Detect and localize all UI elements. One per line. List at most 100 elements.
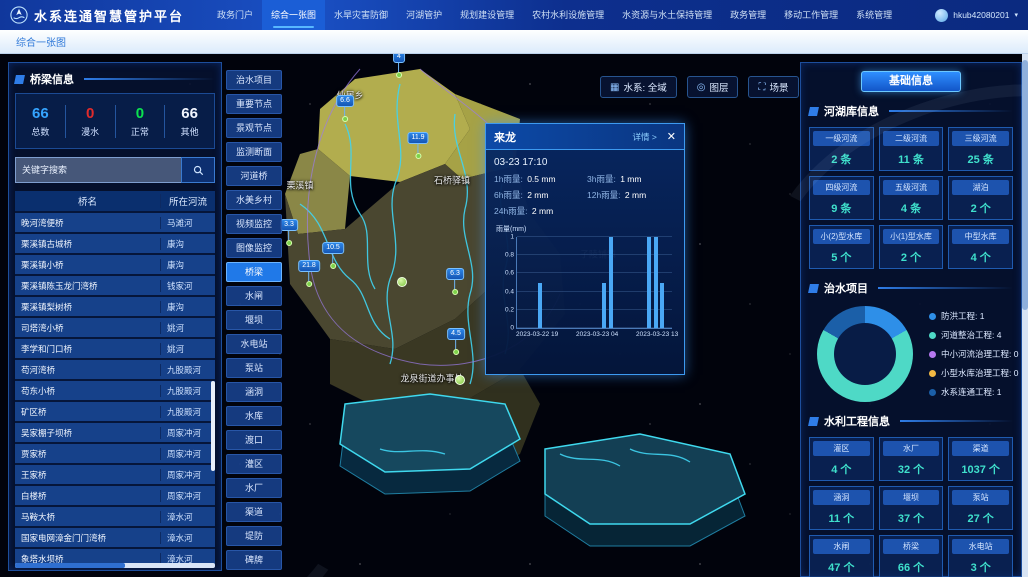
bridge-name-cell: 白楼桥 xyxy=(15,489,161,502)
stat-card-label: 二级河流 xyxy=(882,131,940,146)
layer-menu-item[interactable]: 水电站 xyxy=(226,334,282,354)
layer-menu-item[interactable]: 视频监控 xyxy=(226,214,282,234)
table-row[interactable]: 栗溪镇古城桥 康沟 xyxy=(15,234,215,255)
stat-card-value: 25 条 xyxy=(967,154,994,166)
bridge-river-cell: 康沟 xyxy=(167,301,185,312)
nav-menu-item[interactable]: 水资源与水土保持管理 xyxy=(622,10,713,20)
layer-menu-item[interactable]: 监测断面 xyxy=(226,142,282,162)
map-canvas[interactable]: 仙居乡 石桥驿镇 栗溪镇 子陵铺镇 龙泉街道办事处 4 6.6 xyxy=(0,35,1028,577)
bridge-river-cell: 康沟 xyxy=(167,238,185,249)
map-control-button[interactable]: ◎ 图层 xyxy=(686,76,739,98)
layer-menu-item[interactable]: 水闸 xyxy=(226,286,282,306)
water-level-marker[interactable]: 4 xyxy=(393,51,405,78)
rainfall-metrics: 1h雨量: 0.5 mm 3h雨量: 1 mm 6h雨量: 2 mm xyxy=(494,173,676,217)
nav-menu-item[interactable]: 水旱灾害防御 xyxy=(334,10,389,20)
legend-label: 小型水库治理工程: 0 xyxy=(941,368,1019,378)
layer-menu-item[interactable]: 图像监控 xyxy=(226,238,282,258)
bridge-table-header: 桥名 所在河流 xyxy=(15,191,215,213)
table-row[interactable]: 王家桥 周家冲河 xyxy=(15,465,215,486)
layer-menu-item[interactable]: 水库 xyxy=(226,406,282,426)
stat-label: 正常 xyxy=(130,126,149,137)
bridge-name-cell: 矿区桥 xyxy=(15,405,161,418)
monitor-station-icon[interactable] xyxy=(455,375,465,385)
town-label: 石桥驿镇 xyxy=(433,175,471,186)
basic-info-panel: 基础信息 河湖库信息 一级河流 2 条 二 xyxy=(800,62,1022,577)
breadcrumb-bar: 综合一张图 xyxy=(0,30,1028,54)
page-scrollbar[interactable] xyxy=(1022,54,1028,577)
nav-menu-item[interactable]: 综合一张图 xyxy=(262,0,326,30)
map-control-button[interactable]: ▦ 水系: 全域 xyxy=(600,76,677,98)
layer-menu-item[interactable]: 渡口 xyxy=(226,430,282,450)
close-icon[interactable]: ✕ xyxy=(666,131,676,143)
popup-detail-link[interactable]: 详情 > xyxy=(632,131,657,142)
search-button[interactable] xyxy=(181,157,215,183)
nav-menu-item[interactable]: 政务门户 xyxy=(217,10,254,20)
layer-menu-item[interactable]: 碑牌 xyxy=(226,550,282,570)
stat-card: 小(1)型水库 2 个 xyxy=(878,225,944,269)
table-row[interactable]: 白楼桥 周家冲河 xyxy=(15,486,215,507)
popup-timestamp: 03-23 17:10 xyxy=(494,157,548,168)
layer-menu-item[interactable]: 河道桥 xyxy=(226,166,282,186)
table-row[interactable]: 贾家桥 周家冲河 xyxy=(15,444,215,465)
table-vertical-scrollbar[interactable] xyxy=(211,381,215,471)
table-row[interactable]: 国家电网漳金门门湾桥 漳水河 xyxy=(15,528,215,549)
table-row[interactable]: 栗溪镇小桥 康沟 xyxy=(15,255,215,276)
nav-menu-item[interactable]: 系统管理 xyxy=(856,10,893,20)
map-control-button[interactable]: ⛶ 场景 xyxy=(748,76,799,98)
bridge-river-cell: 钱家河 xyxy=(167,280,193,291)
layer-menu-item[interactable]: 涵洞 xyxy=(226,382,282,402)
table-row[interactable]: 矿区桥 九股殿河 xyxy=(15,402,215,423)
table-row[interactable]: 栗溪镇梨树桥 康沟 xyxy=(15,297,215,318)
layer-menu-item[interactable]: 重要节点 xyxy=(226,94,282,114)
nav-menu-item[interactable]: 农村水利设施管理 xyxy=(532,10,605,20)
water-level-marker[interactable]: 6.3 xyxy=(446,268,464,295)
water-level-marker[interactable]: 21.8 xyxy=(298,260,320,287)
search-input[interactable] xyxy=(15,157,181,183)
nav-menu-item[interactable]: 移动工作管理 xyxy=(784,10,839,20)
metric-value: 0.5 mm xyxy=(527,174,556,184)
table-row[interactable]: 晚河湾便桥 马滩河 xyxy=(15,213,215,234)
table-row[interactable]: 栗溪镇陈玉龙门湾桥 钱家河 xyxy=(15,276,215,297)
layer-menu-item[interactable]: 渠道 xyxy=(226,502,282,522)
table-row[interactable]: 马鞍大桥 漳水河 xyxy=(15,507,215,528)
rain-chart-plot: 0 0.2 0.4 0.6 0.8 1 xyxy=(505,234,672,332)
layer-menu-item[interactable]: 桥梁 xyxy=(226,262,282,282)
water-level-marker[interactable]: 11.9 xyxy=(407,132,429,159)
basic-info-button[interactable]: 基础信息 xyxy=(861,71,961,92)
table-horizontal-scrollbar[interactable] xyxy=(15,563,215,568)
marker-stem xyxy=(332,254,334,263)
table-row[interactable]: 象塔水坝桥 漳水河 xyxy=(15,549,215,567)
legend-label: 水系连通工程: 1 xyxy=(941,387,1002,397)
layer-menu-item[interactable]: 水厂 xyxy=(226,478,282,498)
table-row[interactable]: 苟河湾桥 九股殿河 xyxy=(15,360,215,381)
table-row[interactable]: 李学和门口桥 姚河 xyxy=(15,339,215,360)
nav-menu-item[interactable]: 河湖管护 xyxy=(406,10,443,20)
layer-menu-item[interactable]: 水美乡村 xyxy=(226,190,282,210)
water-level-marker[interactable]: 4.5 xyxy=(447,328,465,355)
layer-menu-item[interactable]: 泵站 xyxy=(226,358,282,378)
layer-menu-item[interactable]: 灌区 xyxy=(226,454,282,474)
water-level-marker[interactable]: 6.6 xyxy=(336,95,354,122)
layer-menu-item[interactable]: 景观节点 xyxy=(226,118,282,138)
layer-menu-item[interactable]: 治水项目 xyxy=(226,70,282,90)
table-row[interactable]: 吴家棚子坝桥 周家冲河 xyxy=(15,423,215,444)
nav-menu-item[interactable]: 政务管理 xyxy=(730,10,767,20)
bridge-river-cell: 漳水河 xyxy=(167,532,193,543)
monitor-station-icon[interactable] xyxy=(397,277,407,287)
scrollbar-thumb[interactable] xyxy=(15,563,125,568)
x-tick-label: 2023-03-22 19 xyxy=(516,331,559,338)
marker-pin-icon xyxy=(414,153,421,159)
user-menu[interactable]: hkub42080201 ▾ xyxy=(935,8,1018,22)
gridline xyxy=(517,236,672,237)
stat-card-label: 桥梁 xyxy=(882,539,940,554)
layer-menu-item[interactable]: 堰坝 xyxy=(226,310,282,330)
scrollbar-thumb[interactable] xyxy=(1022,60,1028,310)
water-level-marker[interactable]: 3.3 xyxy=(280,219,298,246)
table-row[interactable]: 苟东小桥 九股殿河 xyxy=(15,381,215,402)
water-level-marker[interactable]: 10.5 xyxy=(322,242,344,269)
nav-menu-item[interactable]: 规划建设管理 xyxy=(460,10,515,20)
x-tick-label: 2023-03-23 13 xyxy=(636,331,679,338)
table-row[interactable]: 司塔湾小桥 姚河 xyxy=(15,318,215,339)
breadcrumb[interactable]: 综合一张图 xyxy=(16,38,66,49)
layer-menu-item[interactable]: 堤防 xyxy=(226,526,282,546)
